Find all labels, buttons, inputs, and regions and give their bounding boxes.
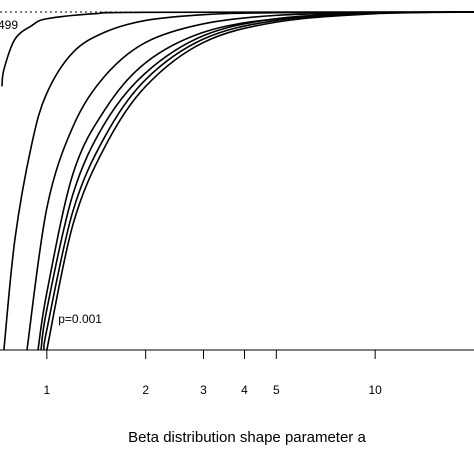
x-tick-label: 4: [241, 383, 248, 397]
series-line: [1, 11, 474, 87]
curves-layer: [1, 11, 474, 351]
annotations-layer: p=0.001 499: [0, 18, 102, 326]
annotation-top-left: 499: [0, 18, 18, 32]
series-line: [42, 11, 474, 351]
x-tick-label: 10: [368, 383, 382, 397]
x-axis-label: Beta distribution shape parameter a: [128, 429, 366, 446]
x-tick-label: 3: [200, 383, 207, 397]
series-line: [3, 11, 474, 351]
series-line: [26, 11, 474, 351]
series-line: [40, 11, 474, 351]
series-line: [37, 11, 474, 351]
annotation-p-value: p=0.001: [58, 312, 102, 326]
x-tick-label: 1: [43, 383, 50, 397]
x-tick-label: 5: [273, 383, 280, 397]
x-axis: 1 2 3 4 5 10: [0, 349, 474, 397]
series-line: [46, 11, 474, 351]
x-tick-label: 2: [142, 383, 149, 397]
